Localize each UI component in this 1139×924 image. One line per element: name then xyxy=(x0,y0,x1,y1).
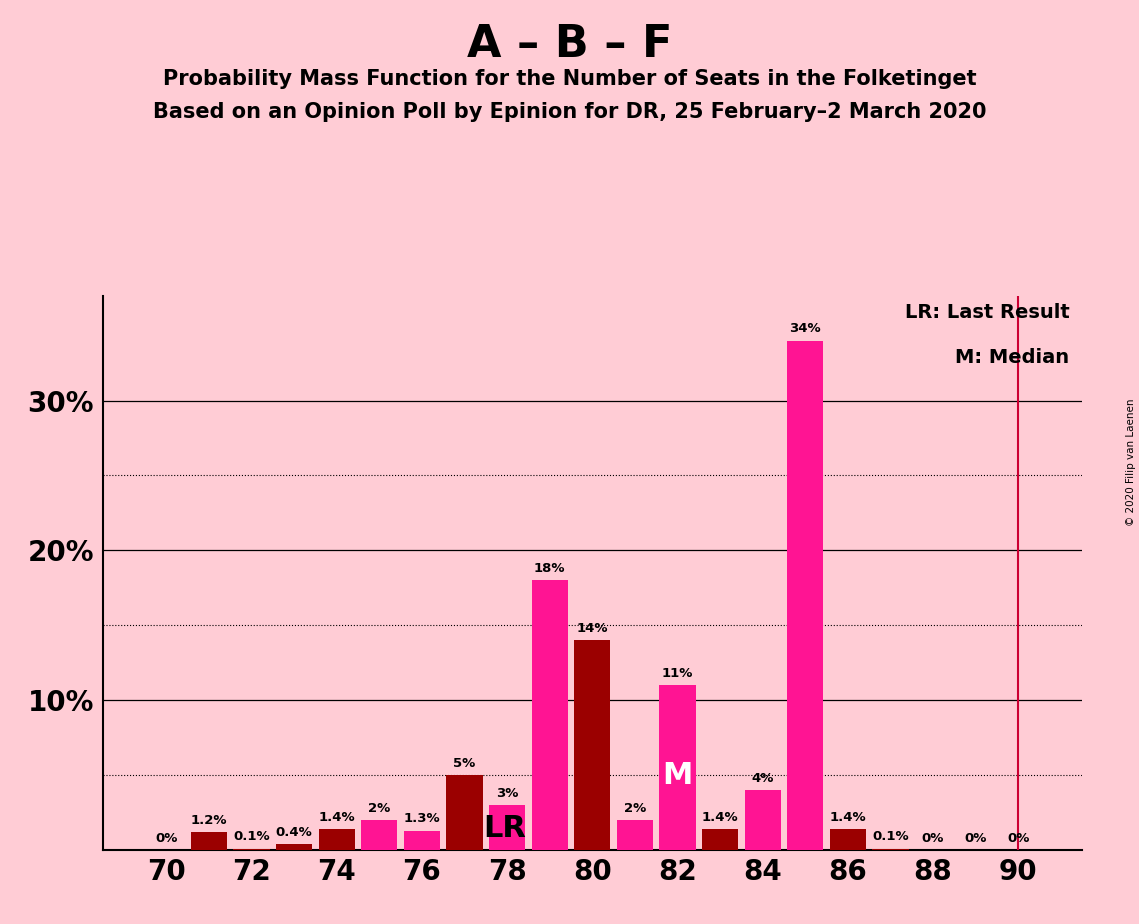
Text: 0%: 0% xyxy=(965,832,986,845)
Bar xyxy=(276,845,312,850)
Text: 18%: 18% xyxy=(534,562,565,575)
Text: 2%: 2% xyxy=(368,802,391,815)
Bar xyxy=(489,805,525,850)
Bar xyxy=(787,341,823,850)
Text: 3%: 3% xyxy=(495,787,518,800)
Text: 1.2%: 1.2% xyxy=(190,814,228,827)
Text: 0.4%: 0.4% xyxy=(276,826,312,839)
Bar xyxy=(745,790,780,850)
Text: 2%: 2% xyxy=(624,802,646,815)
Bar xyxy=(233,848,270,850)
Bar xyxy=(617,821,653,850)
Text: 0%: 0% xyxy=(1007,832,1030,845)
Text: Based on an Opinion Poll by Epinion for DR, 25 February–2 March 2020: Based on an Opinion Poll by Epinion for … xyxy=(153,102,986,122)
Text: 34%: 34% xyxy=(789,322,821,335)
Text: 1.4%: 1.4% xyxy=(829,811,866,824)
Text: 11%: 11% xyxy=(662,667,694,680)
Text: A – B – F: A – B – F xyxy=(467,23,672,67)
Text: 0.1%: 0.1% xyxy=(872,831,909,844)
Text: 0.1%: 0.1% xyxy=(233,831,270,844)
Text: 0%: 0% xyxy=(921,832,944,845)
Text: 1.3%: 1.3% xyxy=(403,812,441,825)
Bar xyxy=(659,686,696,850)
Text: Probability Mass Function for the Number of Seats in the Folketinget: Probability Mass Function for the Number… xyxy=(163,69,976,90)
Bar xyxy=(702,829,738,850)
Text: 1.4%: 1.4% xyxy=(702,811,738,824)
Text: © 2020 Filip van Laenen: © 2020 Filip van Laenen xyxy=(1126,398,1136,526)
Bar xyxy=(532,580,567,850)
Text: LR: LR xyxy=(484,814,526,843)
Text: 5%: 5% xyxy=(453,757,476,770)
Bar xyxy=(404,831,440,850)
Text: M: Median: M: Median xyxy=(956,348,1070,367)
Text: 4%: 4% xyxy=(752,772,773,784)
Text: 0%: 0% xyxy=(155,832,178,845)
Bar xyxy=(191,833,227,850)
Text: M: M xyxy=(662,761,693,790)
Bar xyxy=(872,848,909,850)
Bar xyxy=(574,640,611,850)
Bar xyxy=(319,829,355,850)
Text: 14%: 14% xyxy=(576,622,608,635)
Bar xyxy=(829,829,866,850)
Bar xyxy=(446,775,483,850)
Text: 1.4%: 1.4% xyxy=(319,811,355,824)
Text: LR: Last Result: LR: Last Result xyxy=(904,303,1070,322)
Bar xyxy=(361,821,398,850)
